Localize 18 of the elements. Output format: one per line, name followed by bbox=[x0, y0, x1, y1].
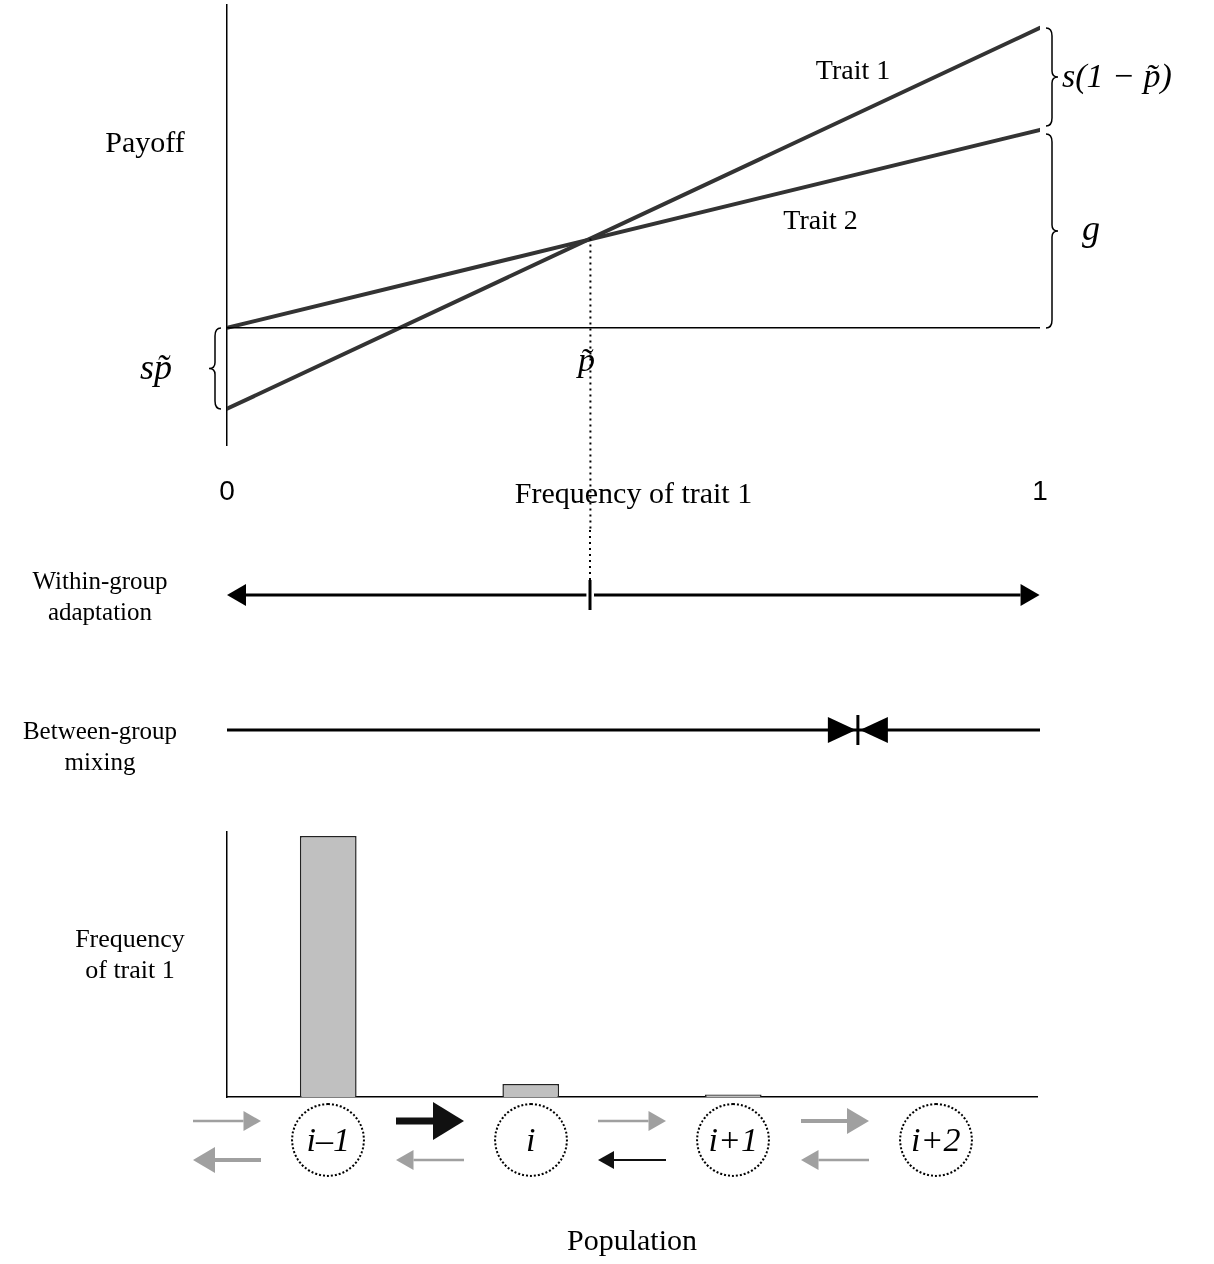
x-tick-label: 0 bbox=[219, 474, 235, 506]
text: g bbox=[1082, 206, 1100, 249]
text: Between-group mixing bbox=[21, 716, 179, 777]
x-tick-label: 1 bbox=[1032, 474, 1048, 506]
text: sp̃ bbox=[140, 346, 173, 389]
x-tick-label: i–1 bbox=[306, 1121, 350, 1159]
series-label: Trait 1 bbox=[815, 53, 891, 85]
text: s(1 − p̃) bbox=[1062, 56, 1172, 95]
ref-line-label: p̃ bbox=[575, 340, 595, 378]
series-label: Trait 2 bbox=[783, 203, 858, 235]
x-axis-title: Frequency of trait 1 bbox=[513, 476, 754, 510]
text: Within-group adaptation bbox=[31, 566, 169, 627]
y-axis-title: Frequency of trait 1 bbox=[74, 923, 186, 985]
x-tick-label: i+1 bbox=[708, 1121, 758, 1159]
x-axis-title: Population bbox=[566, 1223, 698, 1257]
y-axis-title: Payoff bbox=[104, 125, 186, 159]
x-tick-label: i bbox=[526, 1121, 536, 1159]
x-tick-label: i+2 bbox=[911, 1121, 961, 1159]
